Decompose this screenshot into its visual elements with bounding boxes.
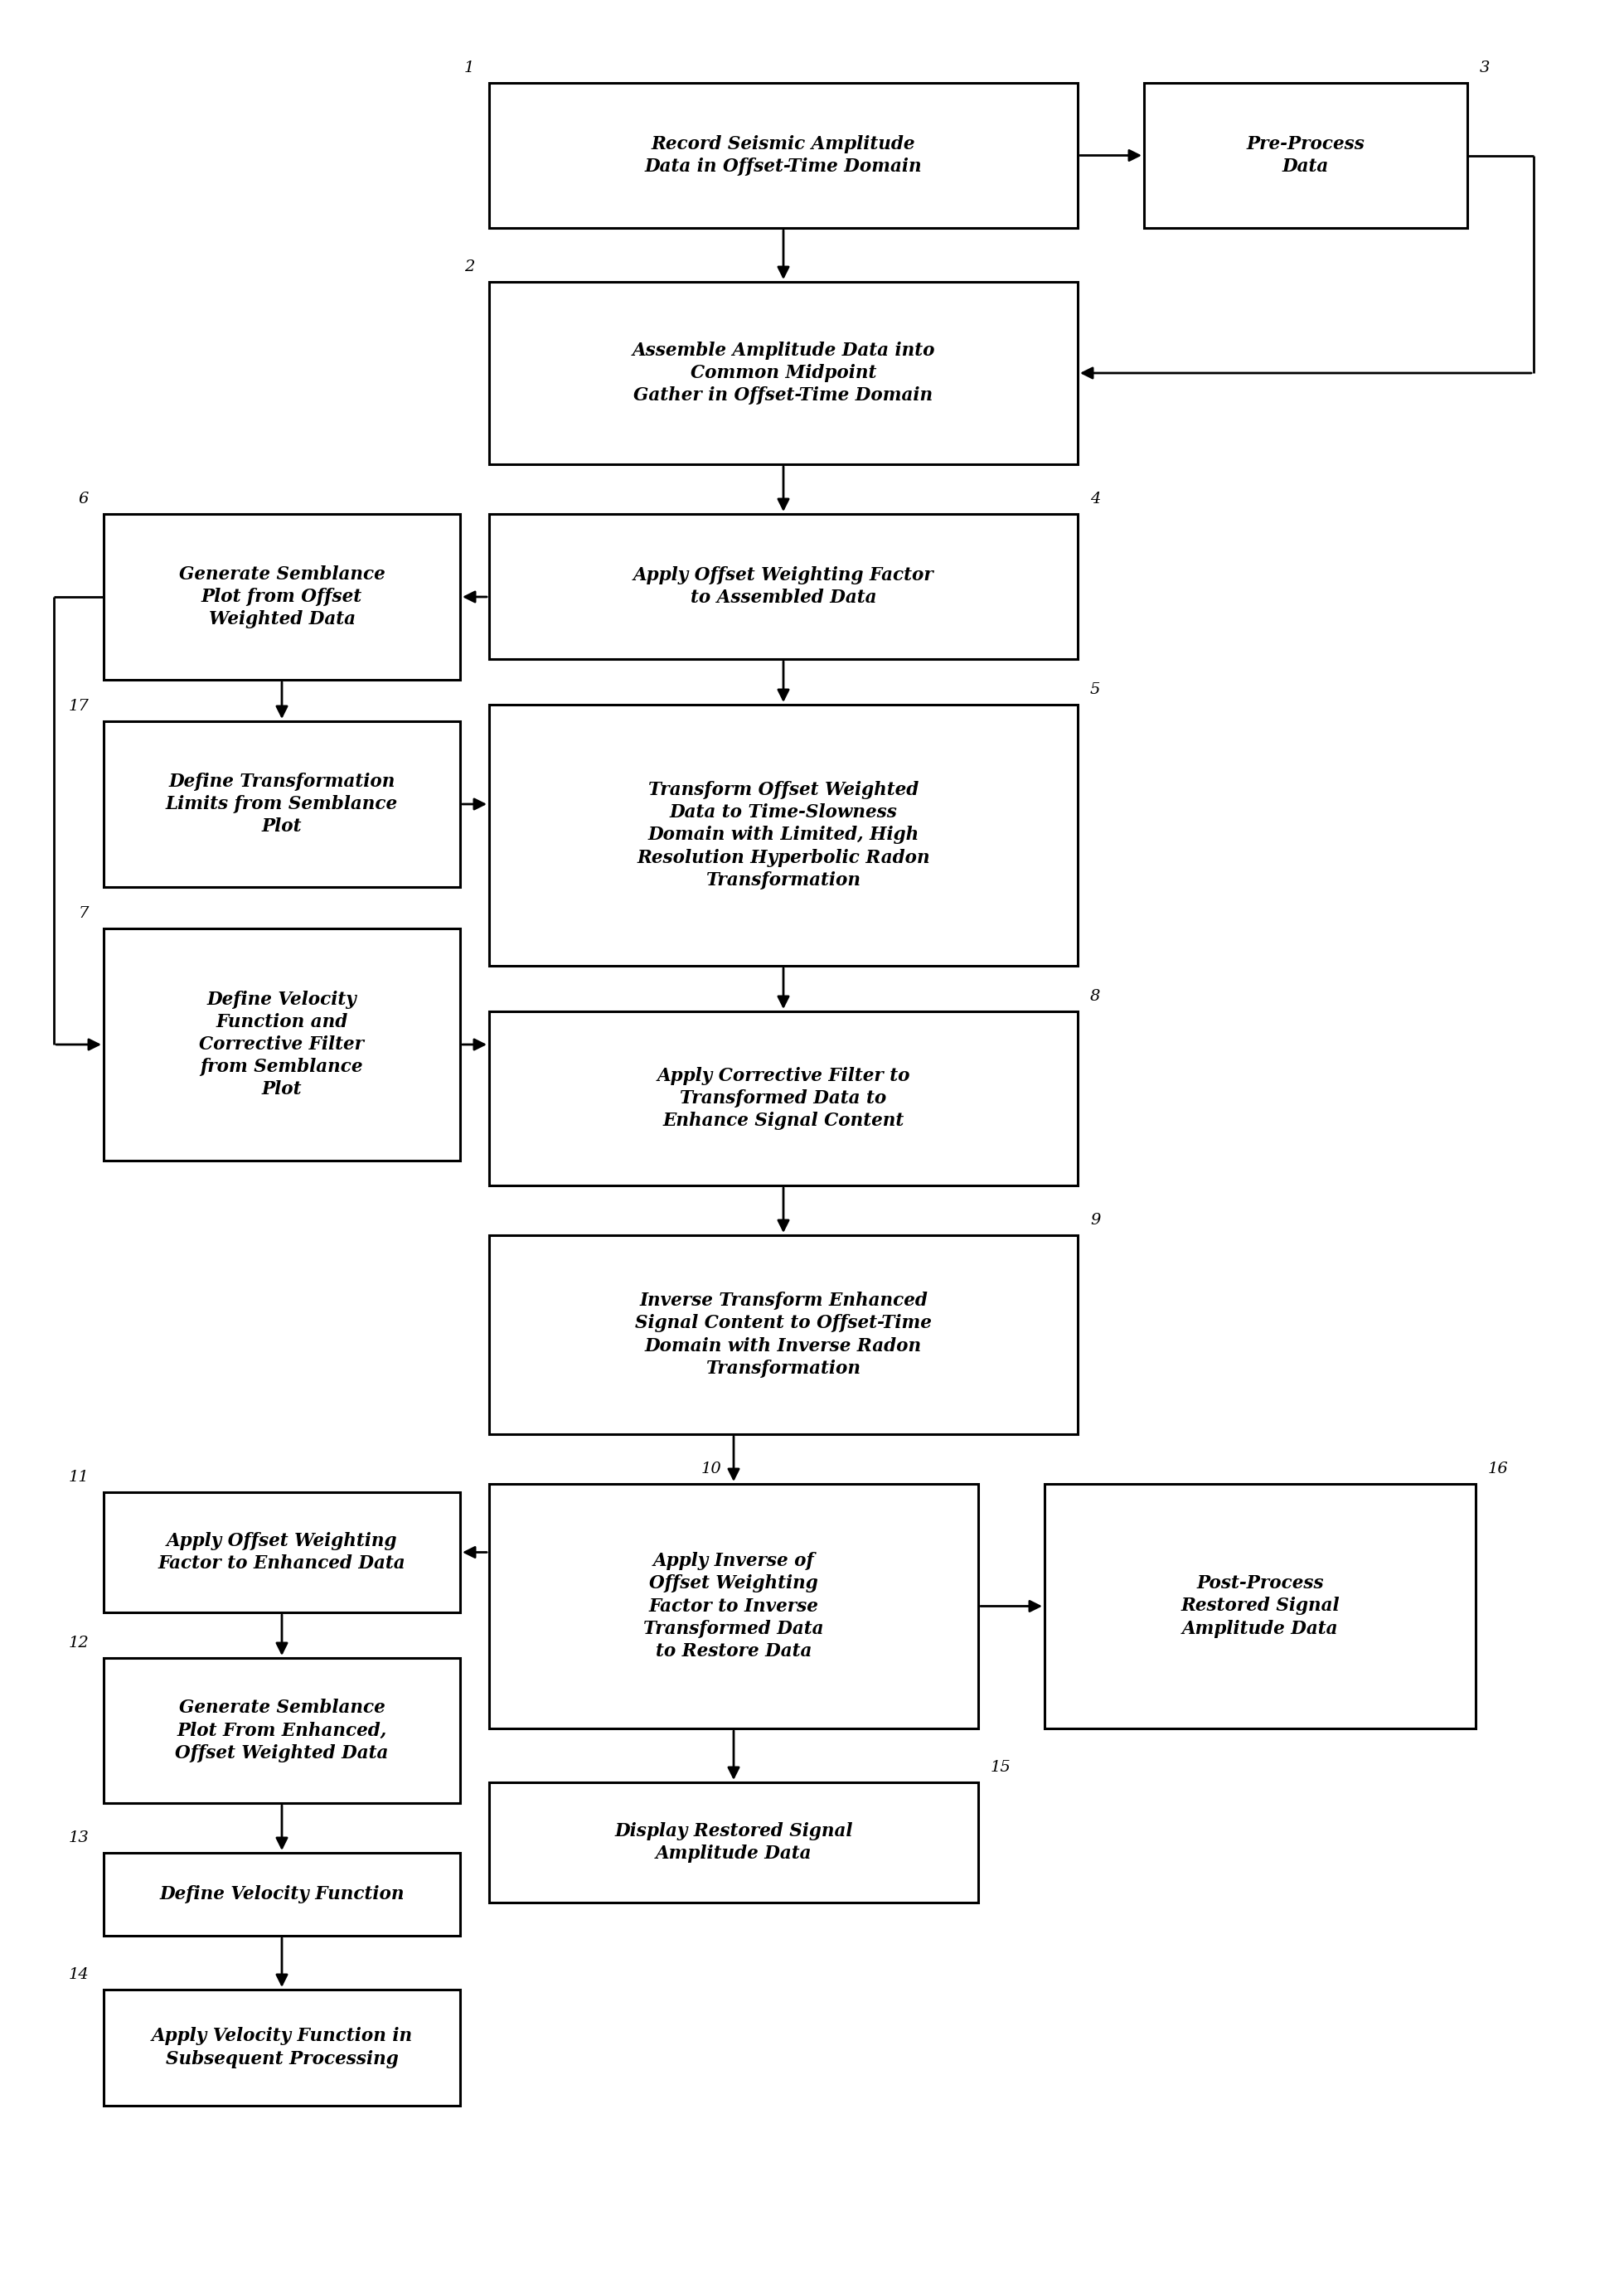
FancyBboxPatch shape [104, 514, 460, 679]
Text: Define Velocity
Function and
Corrective Filter
from Semblance
Plot: Define Velocity Function and Corrective … [200, 991, 364, 1098]
Text: Apply Velocity Function in
Subsequent Processing: Apply Velocity Function in Subsequent Pr… [151, 2027, 412, 2068]
Text: Record Seismic Amplitude
Data in Offset-Time Domain: Record Seismic Amplitude Data in Offset-… [645, 135, 922, 177]
FancyBboxPatch shape [489, 83, 1078, 227]
FancyBboxPatch shape [489, 704, 1078, 965]
Text: Display Restored Signal
Amplitude Data: Display Restored Signal Amplitude Data [614, 1823, 853, 1862]
Text: 13: 13 [68, 1830, 89, 1846]
Text: Define Velocity Function: Define Velocity Function [159, 1885, 404, 1903]
Text: Pre-Process
Data: Pre-Process Data [1247, 135, 1364, 177]
Text: Generate Semblance
Plot From Enhanced,
Offset Weighted Data: Generate Semblance Plot From Enhanced, O… [175, 1699, 388, 1761]
FancyBboxPatch shape [1143, 83, 1468, 227]
FancyBboxPatch shape [489, 514, 1078, 658]
FancyBboxPatch shape [489, 1782, 978, 1903]
FancyBboxPatch shape [104, 1853, 460, 1935]
Text: 10: 10 [700, 1461, 721, 1477]
FancyBboxPatch shape [489, 1484, 978, 1729]
Text: 11: 11 [68, 1470, 89, 1486]
Text: Apply Offset Weighting Factor
to Assembled Data: Apply Offset Weighting Factor to Assembl… [633, 566, 934, 608]
Text: 16: 16 [1488, 1461, 1509, 1477]
FancyBboxPatch shape [104, 722, 460, 887]
FancyBboxPatch shape [489, 1011, 1078, 1185]
Text: Assemble Amplitude Data into
Common Midpoint
Gather in Offset-Time Domain: Assemble Amplitude Data into Common Midp… [632, 342, 935, 404]
Text: 9: 9 [1090, 1213, 1101, 1227]
Text: Transform Offset Weighted
Data to Time-Slowness
Domain with Limited, High
Resolu: Transform Offset Weighted Data to Time-S… [637, 782, 931, 890]
FancyBboxPatch shape [104, 1658, 460, 1802]
Text: Apply Offset Weighting
Factor to Enhanced Data: Apply Offset Weighting Factor to Enhance… [158, 1532, 406, 1573]
Text: 14: 14 [68, 1967, 89, 1981]
Text: 17: 17 [68, 699, 89, 713]
FancyBboxPatch shape [1044, 1484, 1476, 1729]
Text: 6: 6 [78, 491, 89, 507]
Text: 2: 2 [464, 259, 474, 275]
Text: Inverse Transform Enhanced
Signal Content to Offset-Time
Domain with Inverse Rad: Inverse Transform Enhanced Signal Conten… [635, 1291, 932, 1378]
FancyBboxPatch shape [489, 282, 1078, 463]
FancyBboxPatch shape [104, 1493, 460, 1612]
Text: 4: 4 [1090, 491, 1101, 507]
Text: 15: 15 [991, 1761, 1012, 1775]
Text: Apply Corrective Filter to
Transformed Data to
Enhance Signal Content: Apply Corrective Filter to Transformed D… [656, 1066, 909, 1130]
Text: Apply Inverse of
Offset Weighting
Factor to Inverse
Transformed Data
to Restore : Apply Inverse of Offset Weighting Factor… [643, 1552, 823, 1660]
Text: Generate Semblance
Plot from Offset
Weighted Data: Generate Semblance Plot from Offset Weig… [179, 566, 385, 628]
Text: 5: 5 [1090, 683, 1101, 697]
Text: 1: 1 [464, 60, 474, 76]
Text: 12: 12 [68, 1635, 89, 1651]
Text: 3: 3 [1479, 60, 1489, 76]
Text: 7: 7 [78, 906, 89, 922]
Text: 8: 8 [1090, 988, 1101, 1004]
Text: Define Transformation
Limits from Semblance
Plot: Define Transformation Limits from Sembla… [166, 773, 398, 835]
FancyBboxPatch shape [489, 1236, 1078, 1433]
FancyBboxPatch shape [104, 1990, 460, 2105]
FancyBboxPatch shape [104, 929, 460, 1160]
Text: Post-Process
Restored Signal
Amplitude Data: Post-Process Restored Signal Amplitude D… [1181, 1575, 1340, 1637]
